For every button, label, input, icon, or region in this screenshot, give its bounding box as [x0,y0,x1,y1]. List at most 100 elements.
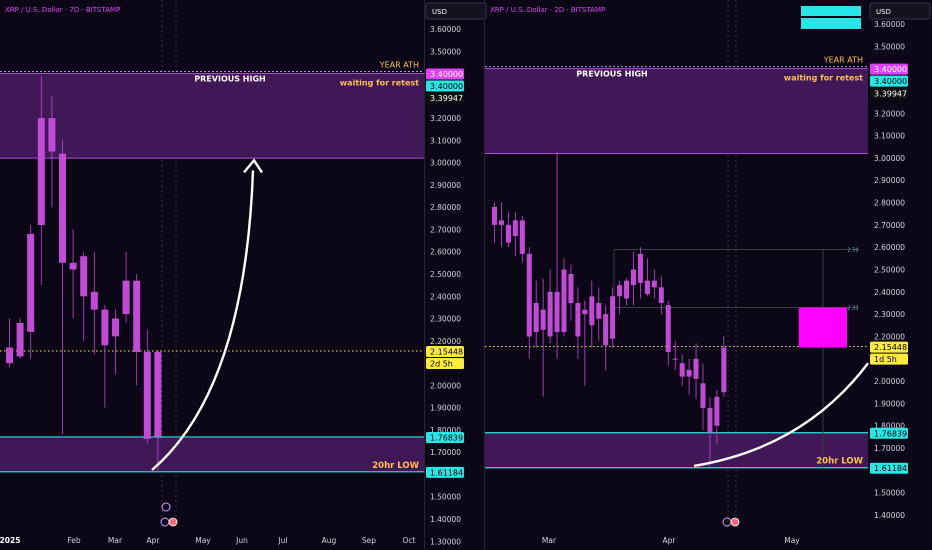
price-tick-label: 3.00000 [430,159,461,168]
waiting-retest-label: waiting for retest [784,74,863,83]
price-tick-label: 2.60000 [874,243,905,252]
candle-body [498,220,504,225]
waiting-retest-label: waiting for retest [340,79,419,88]
price-tick-label: 3.60000 [874,20,905,29]
candle-body [69,262,77,270]
price-tick-label: 3.00000 [874,154,905,163]
previous-high-label: PREVIOUS HIGH [194,75,265,84]
panel-2-currency: USD [876,8,891,16]
price-badge-label: 2.15448 [874,343,907,352]
candle-body [505,224,511,243]
price-tick-label: 2.60000 [430,248,461,257]
low-zone [0,436,424,472]
price-badge [870,87,908,99]
panel-2-currency-box[interactable] [869,2,931,20]
candle-body [48,118,56,152]
price-badge-label: 1.61184 [874,464,907,473]
price-tick-label: 2.40000 [874,288,905,297]
candle-body [90,291,98,310]
candle-body [665,305,671,353]
time-label: Apr [147,536,161,545]
price-tick-label: 3.20000 [874,109,905,118]
price-tick-label: 1.80000 [430,426,461,435]
price-tick-label: 2.30000 [430,315,461,324]
time-label: Jul [277,536,287,545]
price-tick-label: 1.40000 [430,515,461,524]
price-badge [426,357,464,369]
candle-body [512,220,518,237]
measure-level-label: 2.59 [847,247,858,253]
candle-body [700,383,706,408]
candle-body [492,207,497,225]
time-label: Mar [542,536,557,545]
time-label: Aug [322,536,337,545]
price-badge [426,345,464,357]
price-badge [870,462,908,474]
price-tick-label: 1.90000 [430,404,461,413]
year-ath-label: YEAR ATH [823,56,863,65]
candle-body [101,309,109,346]
price-tick-label: 2.20000 [430,337,461,346]
price-badge [426,431,464,443]
candle-body [637,253,643,283]
time-label: Feb [67,536,81,545]
price-tick-label: 2.70000 [874,221,905,230]
target-arrow-head [243,158,263,174]
price-tick-label: 2.80000 [430,203,461,212]
price-badge [426,92,464,104]
low-zone [485,432,868,468]
price-badge [870,427,908,439]
panel-1-currency-box[interactable] [425,2,487,20]
price-badge-label: 2d 5h [430,359,453,368]
candle-body [133,280,141,352]
low-label: 20hr LOW [372,461,419,471]
price-badge-label: 1.76839 [874,429,907,438]
price-tick-label: 3.10000 [874,132,905,141]
price-tick-label: 1.90000 [874,399,905,408]
candle-body [16,323,24,357]
target-box [799,307,847,348]
price-tick-label: 2.20000 [874,332,905,341]
price-tick-label: 3.50000 [430,47,461,56]
candle-body [540,309,546,330]
candle-body [617,285,623,297]
previous-high-label: PREVIOUS HIGH [576,70,647,79]
candle-body [112,318,119,337]
target-arrow [151,170,255,471]
time-label: May [784,536,800,545]
price-tick-label: 3.50000 [874,42,905,51]
candle-body [624,280,630,299]
candle-body [575,302,581,337]
candle-body [519,220,525,254]
price-tick-label: 2.50000 [874,266,905,275]
price-badge [870,75,908,87]
measure-level-label: 2.33 [847,305,858,311]
price-tick-label: 2.80000 [874,199,905,208]
price-badge-label: 3.40000 [874,65,907,74]
candle-body [679,363,685,377]
cyan-swatch-bottom [801,18,861,29]
candle-body [547,291,553,337]
time-label: Sep [362,536,376,545]
previous-high-zone [485,68,868,154]
candle-body [651,280,657,288]
price-tick-label: 1.80000 [874,422,905,431]
candle-body [589,296,595,326]
panel-1-header: XRP / U.S. Dollar · 7D · BITSTAMP [5,6,120,14]
candle-body [658,287,664,303]
low-label: 20hr LOW [816,457,863,467]
price-badge-label: 1.76839 [430,433,463,442]
candle-body [631,269,636,286]
time-label: May [195,536,211,545]
price-tick-label: 2.00000 [430,381,461,390]
price-tick-label: 2.90000 [430,181,461,190]
price-badge [870,63,908,75]
candle-body [714,396,720,426]
panel-1-currency: USD [432,8,447,16]
candle-body [582,309,588,315]
candle-body [561,269,567,332]
candle-body [80,256,88,297]
price-badge [426,68,464,80]
price-badge [426,466,464,478]
previous-high-zone [0,73,424,159]
